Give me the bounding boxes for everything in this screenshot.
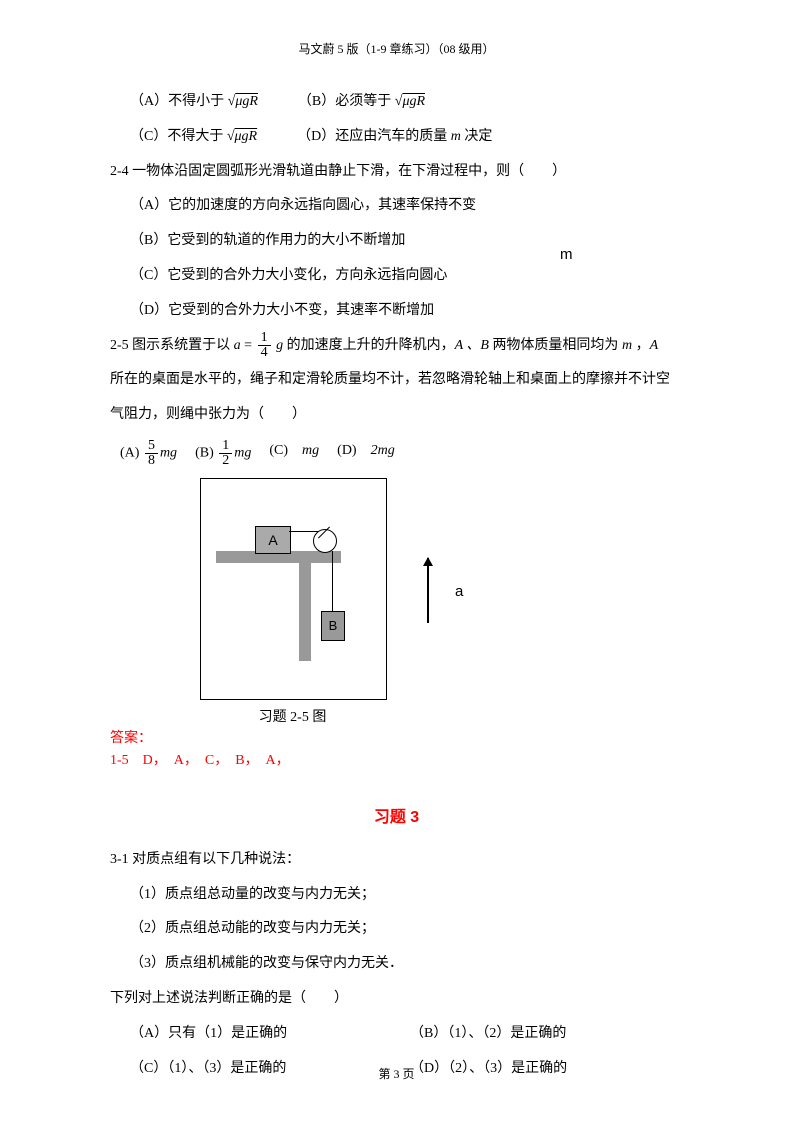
page-footer: 第 3 页 (0, 1065, 793, 1082)
q25-optC: (C) mg (269, 439, 319, 468)
q31-row1: （A）只有（1）是正确的 （B）（1）、（2）是正确的 (110, 1019, 683, 1050)
q25-optA: (A) 58mg (120, 439, 177, 468)
block-b: B (321, 611, 345, 641)
q23-row1: （A）不得小于 √μgR （B）必须等于 √μgR (110, 87, 683, 118)
q23-row2: （C）不得大于 √μgR （D）还应由汽车的质量 m 决定 (110, 122, 683, 153)
pulley-icon (313, 529, 337, 553)
arrow-label: a (455, 583, 463, 600)
q25-figure: A B (200, 478, 387, 700)
q23-optC: （C）不得大于 √μgR (130, 122, 257, 153)
q25-optD: (D) 2mg (337, 439, 395, 468)
q31-stem: 3-1 对质点组有以下几种说法： (110, 845, 683, 876)
q24-A: （A）它的加速度的方向永远指向圆心，其速率保持不变 (110, 191, 683, 222)
q24-B: （B）它受到的轨道的作用力的大小不断增加 (110, 226, 683, 257)
q31-judge: 下列对上述说法判断正确的是（ ） (110, 984, 683, 1015)
page-header: 马文蔚 5 版（1-9 章练习）（08 级用） (110, 40, 683, 57)
section3-title: 习题 3 (110, 803, 683, 827)
acceleration-arrow: a (427, 558, 463, 600)
q24-C: （C）它受到的合外力大小变化，方向永远指向圆心 (110, 261, 683, 292)
q31-B: （B）（1）、（2）是正确的 (410, 1019, 566, 1050)
m-stray-label: m (560, 246, 573, 263)
q31-s3: （3）质点组机械能的改变与保守内力无关． (110, 949, 683, 980)
string-horizontal (289, 531, 319, 532)
q25-stem-line1: 2-5 图示系统置于以 a = 14 g 的加速度上升的升降机内，A 、B 两物… (110, 331, 683, 362)
q23-optD: （D）还应由汽车的质量 m 决定 (297, 122, 492, 153)
q23-optA: （A）不得小于 √μgR (130, 87, 258, 118)
block-a: A (255, 526, 291, 554)
q23-optB: （B）必须等于 √μgR (298, 87, 425, 118)
answers-block: 答案： 1-5 D， A， C， B， A， (110, 728, 683, 773)
q25-stem-line2: 所在的桌面是水平的，绳子和定滑轮质量均不计，若忽略滑轮轴上和桌面上的摩擦并不计空 (110, 365, 683, 396)
answers-label: 答案： (110, 728, 683, 750)
q24-stem: 2-4 一物体沿固定圆弧形光滑轨道由静止下滑，在下滑过程中，则（ ） (110, 157, 683, 188)
q31-s1: （1）质点组总动量的改变与内力无关； (110, 880, 683, 911)
answers-list: 1-5 D， A， C， B， A， (110, 750, 683, 772)
q31-s2: （2）质点组总动能的改变与内力无关； (110, 914, 683, 945)
q25-figure-caption: 习题 2-5 图 (200, 706, 385, 726)
string-vertical (332, 551, 333, 611)
q25-options: (A) 58mg (B) 12mg (C) mg (D) 2mg (120, 439, 683, 468)
q25-optB: (B) 12mg (195, 439, 251, 468)
table-leg (299, 551, 311, 661)
q31-A: （A）只有（1）是正确的 (130, 1019, 410, 1050)
q24-D: （D）它受到的合外力大小不变，其速率不断增加 (110, 296, 683, 327)
q25-stem-line3: 气阻力，则绳中张力为（ ） (110, 400, 683, 431)
